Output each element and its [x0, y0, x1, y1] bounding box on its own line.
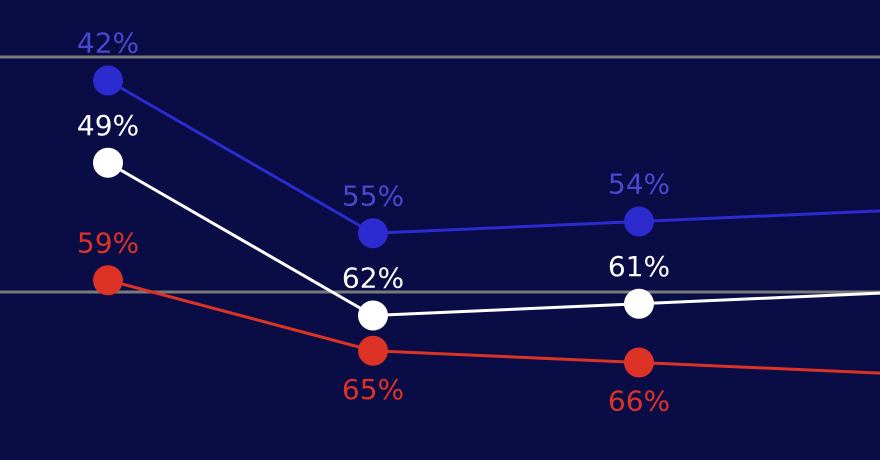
series-0-label-1: 55% [342, 179, 404, 212]
series-1-point-1 [358, 300, 388, 331]
series-2-label-2: 66% [608, 385, 670, 418]
series-2-point-2 [624, 347, 654, 378]
data-labels: 42% 55% 54% 49% 62% 61% 59% 65% 66% [77, 27, 670, 418]
series-1-label-1: 62% [342, 262, 404, 295]
series-0-point-2 [624, 206, 654, 237]
series-2-label-1: 65% [342, 373, 404, 406]
series-0-point-1 [358, 218, 388, 249]
series-line-2 [107, 278, 880, 375]
series-2-point-1 [358, 335, 388, 366]
series-1-label-2: 61% [608, 250, 670, 283]
series-0-label-0: 42% [77, 27, 139, 60]
series-line-1 [107, 161, 880, 318]
series-lines [107, 79, 880, 375]
series-1-label-0: 49% [77, 109, 139, 142]
series-2-point-0 [93, 265, 123, 296]
series-0-label-2: 54% [608, 168, 670, 201]
series-line-0 [107, 79, 880, 235]
series-1-point-0 [93, 147, 123, 178]
series-1-point-2 [624, 288, 654, 319]
series-2-label-0: 59% [77, 226, 139, 259]
series-points [93, 65, 654, 378]
series-0-point-0 [93, 65, 123, 96]
